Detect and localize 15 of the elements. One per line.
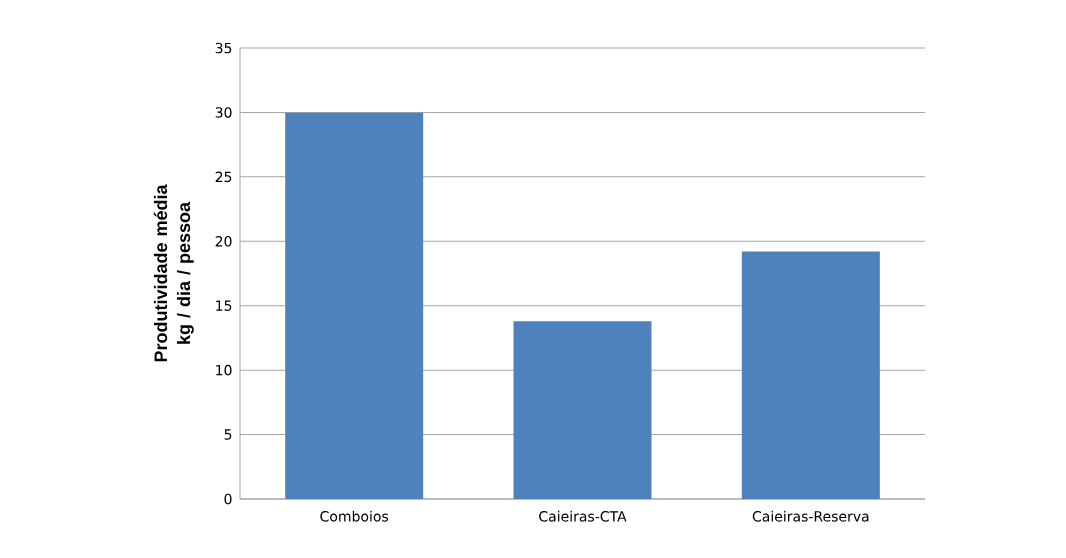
- bar: [513, 321, 652, 499]
- y-tick-label: 5: [224, 429, 232, 440]
- y-tick-label: 15: [216, 300, 232, 311]
- x-tick-label: Caieiras-CTA: [539, 510, 627, 522]
- y-axis-title: Produtividade média kg / dia / pessoa: [153, 184, 194, 362]
- x-tick-label: Comboios: [320, 510, 389, 522]
- y-tick-label: 20: [215, 235, 232, 247]
- y-tick-label: 25: [215, 171, 232, 183]
- bar: [741, 251, 880, 499]
- y-tick-label: 0: [224, 493, 232, 505]
- x-tick-label: Caieiras-Reserva: [752, 510, 869, 522]
- bar: [285, 112, 424, 499]
- y-tick-label: 10: [216, 364, 232, 376]
- y-tick-label: 35: [215, 42, 232, 54]
- y-tick-label: 30: [215, 107, 232, 118]
